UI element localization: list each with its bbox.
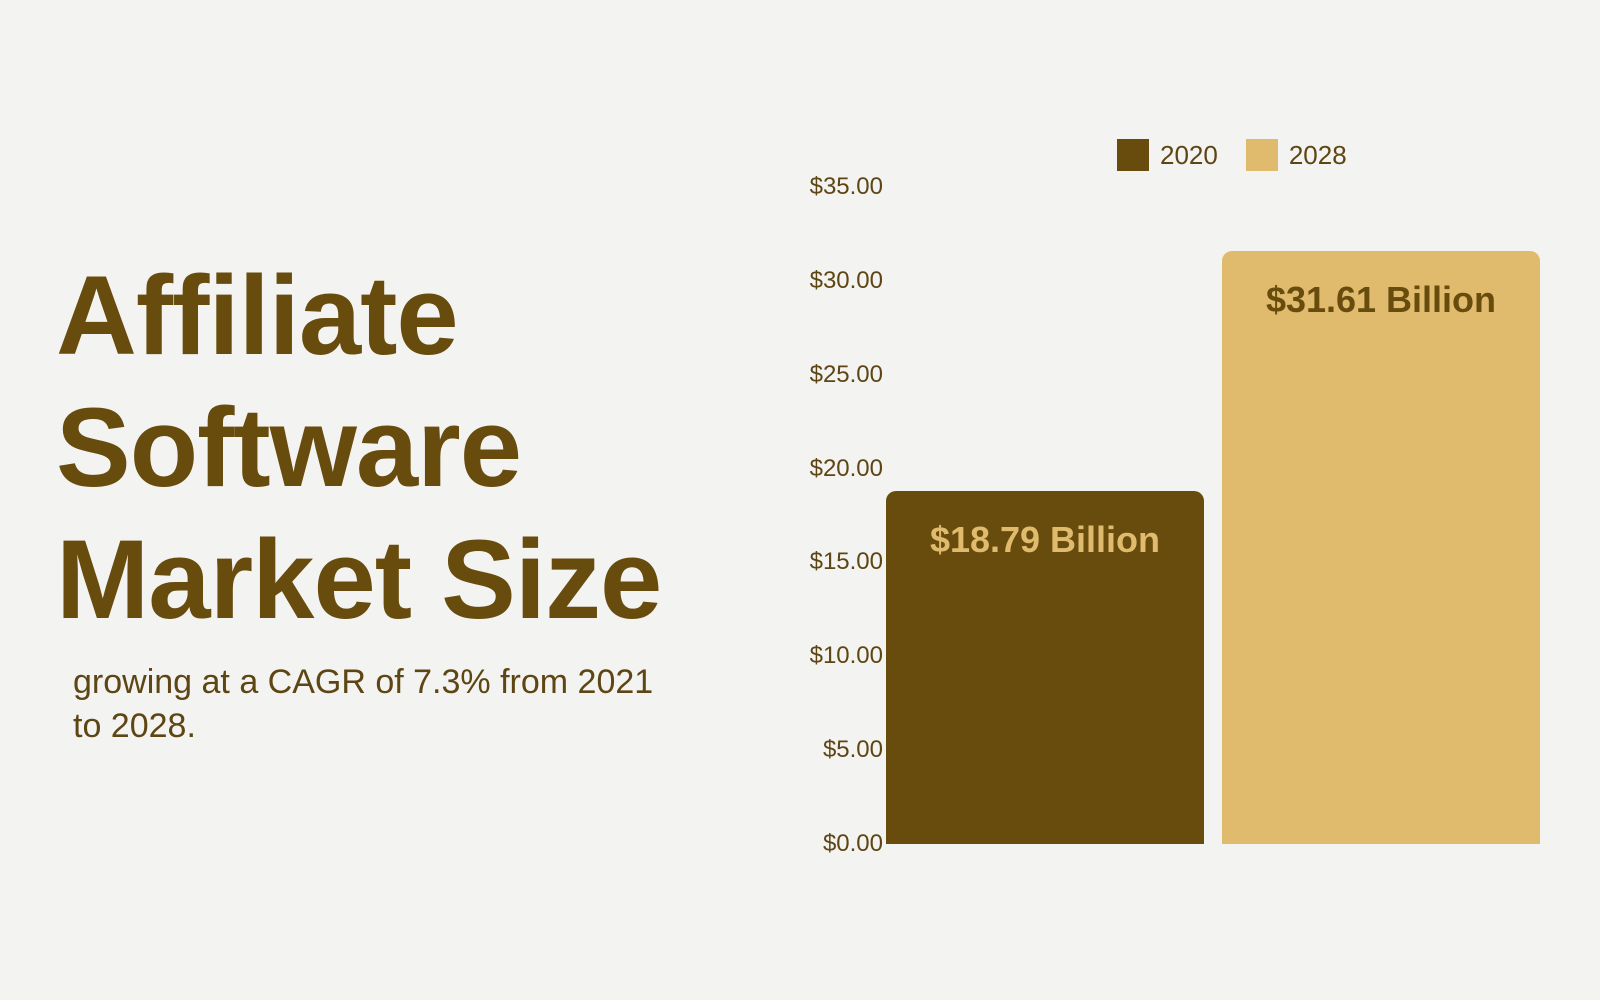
y-tick-label: $35.00: [809, 173, 883, 200]
subtitle: growing at a CAGR of 7.3% from 2021 to 2…: [73, 663, 654, 745]
title-line-2: Software: [56, 385, 522, 510]
legend-item-2028: 2028: [1245, 139, 1347, 171]
y-tick-label: $30.00: [809, 266, 883, 294]
legend-swatch-2020: [1117, 139, 1149, 171]
bar-2020: $18.79 Billion: [886, 491, 1204, 844]
y-axis: $0.00 $5.00 $10.00 $15.00 $20.00 $25.00 $30.00…: [760, 0, 883, 1000]
y-tick-label: $15.00: [809, 548, 883, 576]
chart-legend: 2020 2028: [1117, 139, 1375, 171]
page-title: Affiliate Software Market Size: [56, 250, 662, 646]
bar-label-2020: $18.79 Billion: [929, 519, 1161, 561]
legend-item-2020: 2020: [1117, 139, 1218, 171]
bar-2028: $31.61 Billion: [1222, 250, 1540, 844]
bar-label-2028: $31.61 Billion: [1265, 278, 1497, 320]
title-line-1: Affiliate: [56, 253, 459, 378]
y-tick-label: $0.00: [822, 830, 883, 857]
y-tick-label: $5.00: [822, 736, 883, 764]
title-line-3: Market Size: [56, 517, 662, 642]
plot-area: $18.79 Billion $31.61 Billion: [886, 187, 1542, 844]
y-tick-label: $20.00: [809, 454, 883, 482]
legend-label-2020: 2020: [1160, 139, 1218, 170]
legend-label-2028: 2028: [1288, 139, 1347, 170]
legend-swatch-2028: [1245, 139, 1278, 171]
y-tick-label: $10.00: [809, 642, 883, 670]
y-tick-label: $25.00: [809, 360, 883, 388]
